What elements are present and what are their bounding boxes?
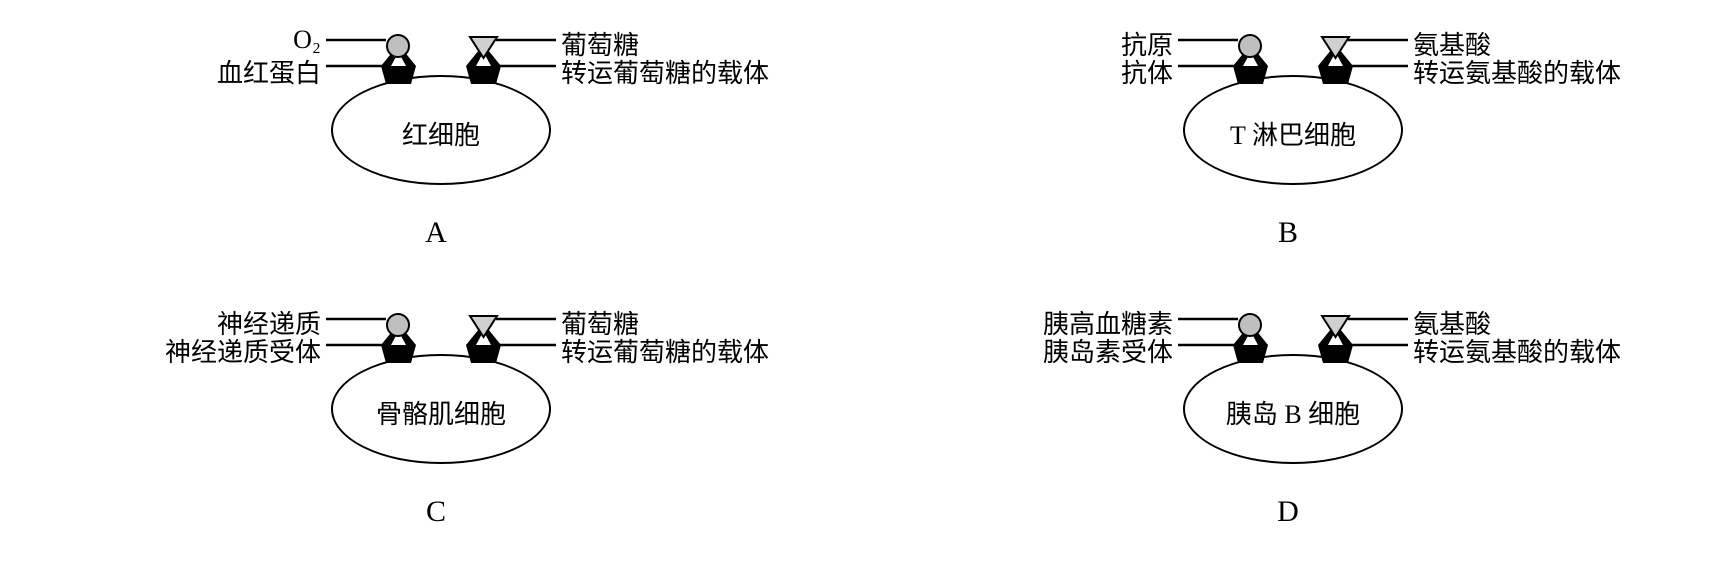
- panel-c: 骨骼肌细胞 神经递质 神经递质受体 葡萄糖 转运葡萄糖的载体 C: [40, 299, 832, 558]
- panel-letter: C: [426, 495, 446, 529]
- cell-name-label: T 淋巴细胞: [1183, 115, 1403, 152]
- diagram-b: T 淋巴细胞 抗原 抗体 氨基酸 转运氨基酸的载体: [928, 20, 1648, 210]
- cell-name-label: 红细胞: [331, 115, 551, 152]
- label-right-bottom: 转运葡萄糖的载体: [561, 332, 769, 369]
- cell-name-label: 骨骼肌细胞: [331, 394, 551, 431]
- label-left-top: O₂: [293, 25, 321, 55]
- label-left-bottom: 抗体: [1121, 53, 1173, 90]
- label-left-bottom: 神经递质受体: [165, 332, 321, 369]
- panel-b: T 淋巴细胞 抗原 抗体 氨基酸 转运氨基酸的载体 B: [892, 20, 1684, 279]
- panel-letter: A: [425, 216, 447, 250]
- label-left-bottom: 胰岛素受体: [1043, 332, 1173, 369]
- panel-letter: D: [1277, 495, 1299, 529]
- panel-d: 胰岛 B 细胞 胰高血糖素 胰岛素受体 氨基酸 转运氨基酸的载体 D: [892, 299, 1684, 558]
- panel-letter: B: [1278, 216, 1298, 250]
- label-right-bottom: 转运氨基酸的载体: [1413, 332, 1621, 369]
- diagram-c: 骨骼肌细胞 神经递质 神经递质受体 葡萄糖 转运葡萄糖的载体: [76, 299, 796, 489]
- diagram-a: 红细胞 O₂ 血红蛋白 葡萄糖 转运葡萄糖的载体: [76, 20, 796, 210]
- cell-name-label: 胰岛 B 细胞: [1183, 394, 1403, 431]
- panel-a: 红细胞 O₂ 血红蛋白 葡萄糖 转运葡萄糖的载体 A: [40, 20, 832, 279]
- diagram-d: 胰岛 B 细胞 胰高血糖素 胰岛素受体 氨基酸 转运氨基酸的载体: [928, 299, 1648, 489]
- diagram-grid: 红细胞 O₂ 血红蛋白 葡萄糖 转运葡萄糖的载体 A: [0, 0, 1724, 577]
- label-right-bottom: 转运氨基酸的载体: [1413, 53, 1621, 90]
- label-right-bottom: 转运葡萄糖的载体: [561, 53, 769, 90]
- label-left-bottom: 血红蛋白: [217, 53, 321, 90]
